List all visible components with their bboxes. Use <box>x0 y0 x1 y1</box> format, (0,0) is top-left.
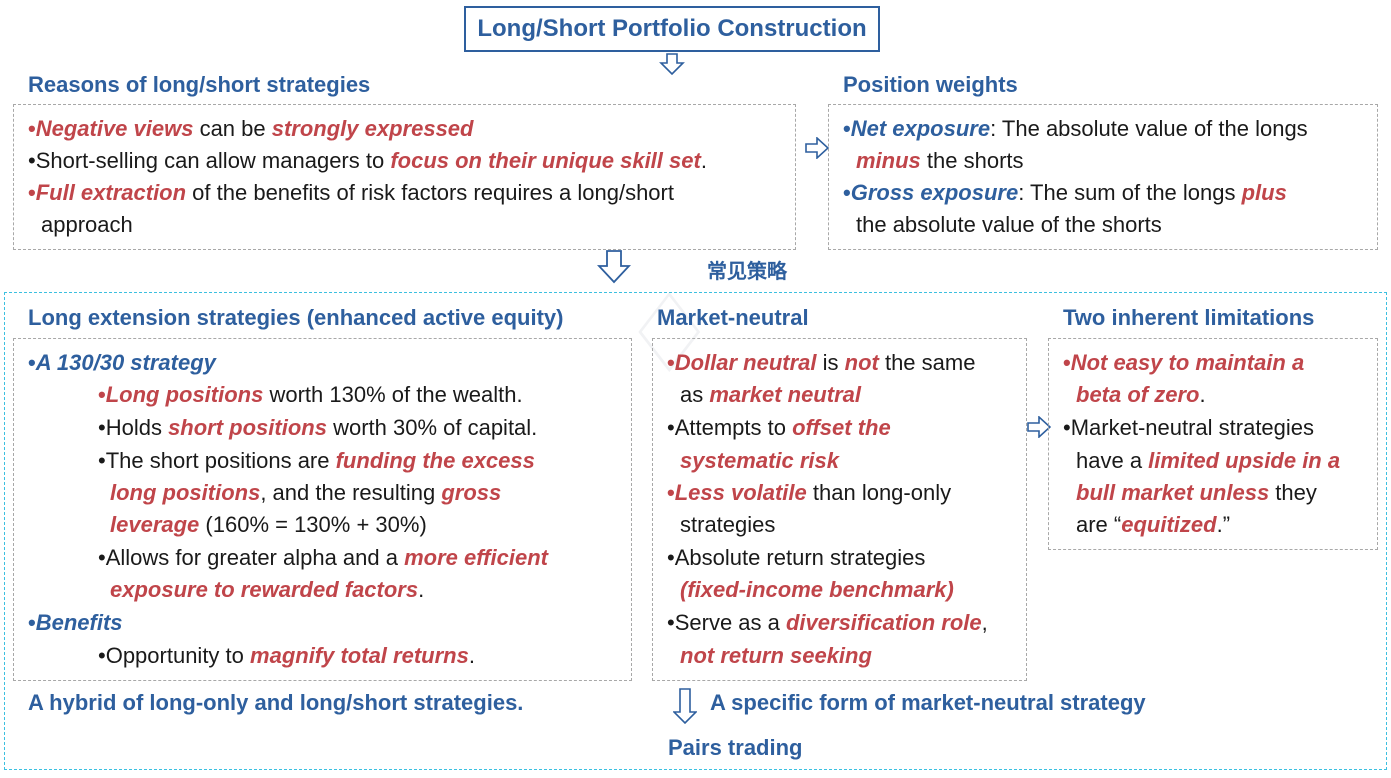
reasons-line-2: •Short-selling can allow managers to foc… <box>28 148 707 173</box>
lim-b2: have a limited upside in a <box>1076 448 1341 473</box>
arrow-right-icon <box>805 137 829 159</box>
lim-b1: •Market-neutral strategies <box>1063 415 1315 440</box>
weights-line-2: minus the shorts <box>856 148 1024 173</box>
long-ext-footer: A hybrid of long-only and long/short str… <box>28 690 524 715</box>
limitations-heading: Two inherent limitations <box>1063 305 1315 330</box>
limitations-box: •Not easy to maintain a beta of zero. •M… <box>1048 338 1378 550</box>
weights-line-4: the absolute value of the shorts <box>856 212 1162 237</box>
market-neutral-footer: A specific form of market-neutral strate… <box>710 690 1146 715</box>
long-ext-s2: •Benefits <box>28 610 123 635</box>
lim-b4: are “equitized.” <box>1076 512 1231 537</box>
arrow-down-icon <box>673 688 697 724</box>
mn-b1: •Attempts to offset the <box>667 415 891 440</box>
weights-line-1: •Net exposure: The absolute value of the… <box>843 116 1308 141</box>
mn-a2: as market neutral <box>680 382 861 407</box>
mn-c1: •Less volatile than long-only <box>667 480 952 505</box>
weights-heading: Position weights <box>843 72 1018 97</box>
strategies-label: 常见策略 <box>707 259 787 283</box>
long-ext-s1: •A 130/30 strategy <box>28 350 216 375</box>
pairs-trading: Pairs trading <box>668 735 803 760</box>
arrow-down-icon <box>659 53 685 75</box>
long-ext-c1: •The short positions are funding the exc… <box>98 448 535 473</box>
reasons-heading: Reasons of long/short strategies <box>28 72 371 97</box>
long-ext-e: •Opportunity to magnify total returns. <box>98 643 475 668</box>
strategies-container <box>4 292 1387 770</box>
lim-a1: •Not easy to maintain a <box>1063 350 1305 375</box>
mn-e2: not return seeking <box>680 643 872 668</box>
arrow-down-icon <box>597 250 631 284</box>
title-box: Long/Short Portfolio Construction <box>464 6 880 52</box>
reasons-line-4: approach <box>41 212 133 237</box>
lim-a2: beta of zero. <box>1076 382 1206 407</box>
watermark: ♢ <box>620 270 759 398</box>
mn-a1: •Dollar neutral is not the same <box>667 350 976 375</box>
lim-b3: bull market unless they <box>1076 480 1317 505</box>
mn-e1: •Serve as a diversification role, <box>667 610 988 635</box>
long-ext-d1: •Allows for greater alpha and a more eff… <box>98 545 548 570</box>
long-ext-a: •Long positions worth 130% of the wealth… <box>98 382 523 407</box>
long-ext-b: •Holds short positions worth 30% of capi… <box>98 415 538 440</box>
long-ext-c2: long positions, and the resulting gross <box>110 480 502 505</box>
mn-d1: •Absolute return strategies <box>667 545 926 570</box>
market-neutral-box: •Dollar neutral is not the same as marke… <box>652 338 1027 681</box>
reasons-line-3: •Full extraction of the benefits of risk… <box>28 180 674 205</box>
market-neutral-heading: Market-neutral <box>657 305 809 330</box>
mn-b2: systematic risk <box>680 448 839 473</box>
long-ext-heading: Long extension strategies (enhanced acti… <box>28 305 564 330</box>
mn-c2: strategies <box>680 512 776 537</box>
long-ext-d2: exposure to rewarded factors. <box>110 577 425 602</box>
weights-line-3: •Gross exposure: The sum of the longs pl… <box>843 180 1287 205</box>
reasons-box: •Negative views can be strongly expresse… <box>13 104 796 250</box>
reasons-line-1: •Negative views can be strongly expresse… <box>28 116 474 141</box>
long-ext-c3: leverage (160% = 130% + 30%) <box>110 512 427 537</box>
mn-d2: (fixed-income benchmark) <box>680 577 954 602</box>
weights-box: •Net exposure: The absolute value of the… <box>828 104 1378 250</box>
arrow-right-icon <box>1027 416 1051 438</box>
long-ext-box: •A 130/30 strategy •Long positions worth… <box>13 338 632 681</box>
page-title: Long/Short Portfolio Construction <box>477 15 867 42</box>
